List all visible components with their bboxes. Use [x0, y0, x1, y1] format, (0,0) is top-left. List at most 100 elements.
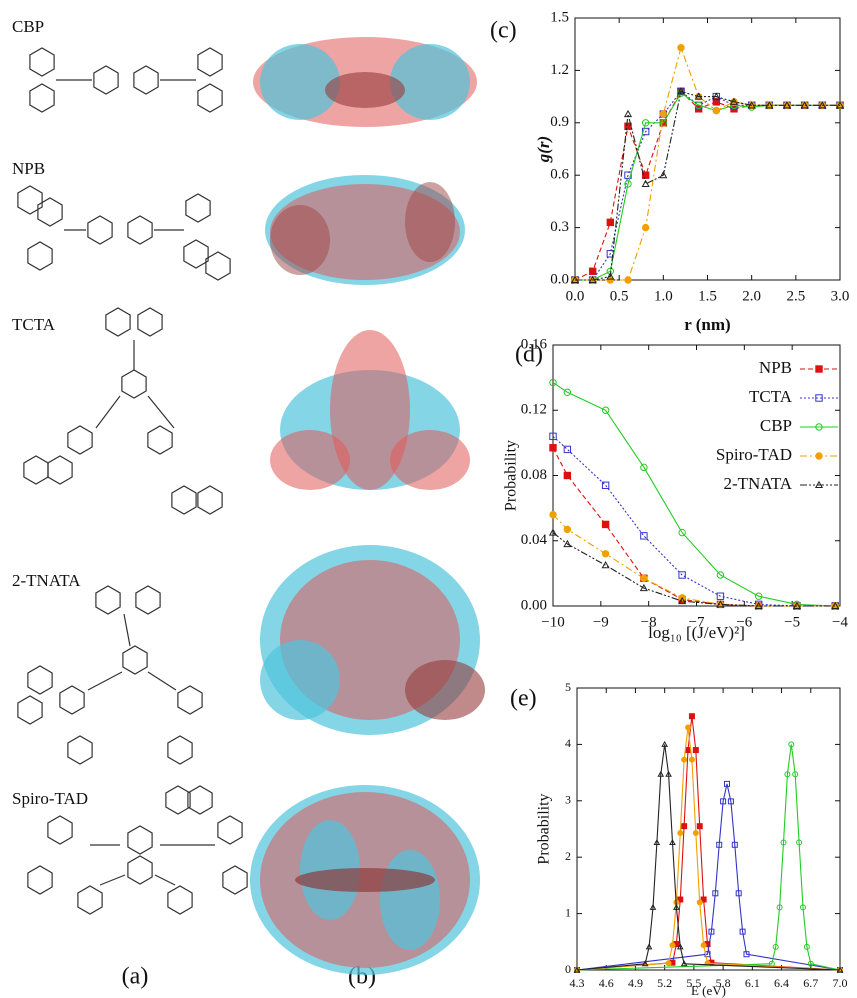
y-axis-label: Probability: [536, 793, 553, 864]
y-tick-label: 5: [565, 680, 571, 694]
ring: [197, 485, 223, 515]
legend-marker: [815, 423, 823, 431]
marker: [601, 550, 610, 558]
marker: [641, 179, 650, 187]
orbital-renderings: [250, 37, 485, 975]
orbital: [330, 330, 410, 490]
marker: [653, 839, 661, 846]
orbital: [390, 430, 470, 490]
x-tick-label: 0.0: [566, 288, 585, 304]
marker: [563, 525, 572, 534]
y-tick-label: 0.12: [521, 402, 547, 418]
x-tick-label: 6.1: [745, 976, 760, 990]
series-line: [575, 45, 840, 281]
ring: [67, 735, 93, 765]
series-line: [552, 447, 836, 607]
marker: [716, 600, 725, 608]
marker: [700, 896, 707, 903]
x-tick-label: −7: [689, 614, 705, 630]
marker: [673, 903, 680, 910]
ring: [37, 197, 63, 227]
x-tick-label: −4: [832, 614, 848, 630]
series-line: [552, 532, 836, 607]
marker: [641, 119, 650, 127]
orbital: [390, 44, 470, 120]
marker: [782, 101, 792, 109]
marker: [677, 829, 684, 836]
ring: [59, 685, 85, 715]
x-tick-label: 4.6: [599, 976, 614, 990]
y-axis-label: g(r): [534, 136, 553, 163]
y-axis-label: Probability: [503, 440, 520, 511]
ring: [47, 815, 73, 845]
ring: [29, 47, 55, 77]
orbital: [405, 660, 485, 720]
x-axis-label: log₁₀ [(J/eV)²]: [648, 623, 745, 642]
series-line: [576, 783, 841, 971]
ring: [27, 665, 53, 695]
marker: [677, 896, 684, 903]
marker: [624, 180, 632, 188]
marker: [640, 574, 648, 582]
ring: [27, 241, 53, 271]
x-tick-label: 1.0: [654, 288, 673, 304]
ring: [93, 65, 119, 95]
x-tick-label: 5.5: [686, 976, 701, 990]
ring: [127, 215, 153, 245]
ring: [27, 865, 53, 895]
marker: [835, 101, 845, 109]
marker: [754, 592, 763, 600]
ring: [197, 47, 223, 77]
marker: [570, 275, 580, 284]
marker: [836, 966, 844, 973]
marker: [669, 942, 676, 949]
marker: [681, 823, 688, 830]
ring: [77, 885, 103, 915]
orbital: [380, 850, 440, 950]
y-tick-label: 1: [565, 905, 571, 919]
series-line: [576, 744, 841, 971]
y-tick-label: 0.9: [550, 114, 569, 130]
legend-label: TCTA: [749, 387, 793, 406]
marker: [678, 596, 687, 605]
marker: [549, 510, 557, 519]
marker: [772, 943, 779, 950]
ring: [122, 645, 148, 675]
x-tick-label: 1.5: [698, 288, 717, 304]
marker: [659, 110, 668, 118]
panel-label: (e): [510, 686, 537, 712]
marker: [661, 740, 669, 747]
molecule-name: NPB: [12, 159, 45, 178]
ring: [205, 251, 231, 281]
marker: [799, 904, 806, 911]
marker: [696, 899, 703, 906]
marker: [712, 890, 719, 897]
bond: [99, 874, 126, 886]
series-line: [552, 435, 836, 607]
orbital: [325, 72, 405, 108]
marker: [601, 406, 610, 414]
marker: [641, 960, 649, 967]
marker: [731, 841, 738, 848]
y-tick-label: 0.3: [550, 219, 569, 235]
ring: [187, 785, 213, 815]
ring: [167, 885, 193, 915]
marker: [639, 583, 648, 592]
x-axis-label: r (nm): [684, 315, 730, 334]
ring: [183, 239, 209, 269]
molecule-name: CBP: [12, 17, 44, 36]
plot-frame: [552, 344, 841, 607]
ring: [165, 785, 191, 815]
marker: [720, 798, 727, 805]
marker: [640, 463, 648, 472]
ring: [137, 307, 163, 337]
marker: [685, 724, 692, 731]
marker: [792, 601, 801, 610]
ring: [127, 855, 153, 885]
molecule-name: Spiro-TAD: [12, 789, 88, 808]
x-tick-label: 0.5: [610, 288, 629, 304]
marker: [694, 92, 703, 100]
marker: [694, 101, 703, 110]
series-line: [576, 744, 841, 971]
